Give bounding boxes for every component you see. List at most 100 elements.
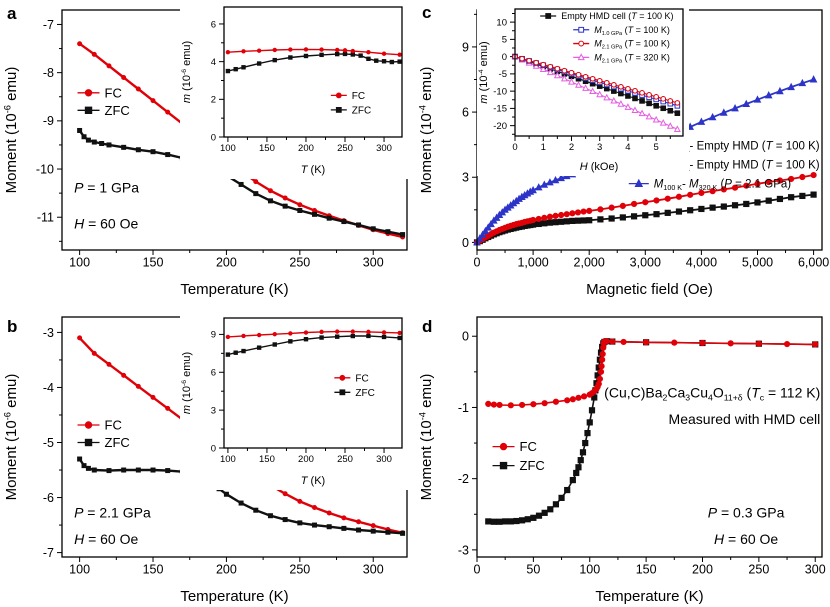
series-fc (225, 47, 402, 57)
series-zfc (225, 333, 402, 357)
panel-c: c 0 1,000 2,000 3,000 4,000 5,000 6,000 0 3 6 9 Mag… (415, 0, 830, 300)
y-tick-label: 0 (462, 330, 469, 344)
x-tick-label: 150 (143, 563, 164, 577)
panel-label-a: a (7, 4, 17, 23)
y-tick-label: 9 (211, 330, 216, 341)
x-tick-label: 150 (259, 454, 275, 465)
panel-label-b: b (7, 317, 18, 336)
plot-frame (223, 317, 403, 449)
x-tick-label: 250 (289, 256, 310, 270)
x-axis-label: T (K) (301, 475, 325, 487)
y-axis-label: m (10-6 emu) (181, 41, 193, 103)
legend-label: ZFC (352, 105, 371, 116)
chart-b-inset: 100 150 200 250 300 0 3 6 9 T (K) m (10-6 emu) FC ZF… (180, 312, 408, 490)
x-tick-label: 200 (298, 454, 314, 465)
y-tick-label: 6 (211, 368, 216, 379)
legend-label: M2.1 GPa (T = 320 K) (594, 53, 670, 65)
x-tick-label: 100 (69, 563, 90, 577)
legend: FC ZFC (77, 418, 130, 450)
x-axis-label: H (kOe) (580, 161, 619, 173)
series-fc (485, 338, 819, 409)
x-tick-label: 250 (289, 563, 310, 577)
x-tick-label: 100 (220, 143, 236, 154)
y-tick-label: -7 (43, 18, 54, 32)
legend-label: ZFC (105, 435, 130, 450)
x-tick-label: 0 (512, 142, 517, 153)
x-axis-label: Temperature (K) (180, 588, 288, 605)
legend-label: FC (352, 91, 365, 102)
y-tick-label: -4 (43, 381, 54, 395)
series-m21-100k (512, 53, 681, 106)
x-tick-label: 50 (526, 563, 540, 577)
y-axis-label: Moment (10-6 emu) (2, 67, 20, 194)
x-axis-label: T (K) (301, 164, 325, 176)
x-tick-label: 300 (376, 143, 392, 154)
legend-label: ZFC (355, 388, 374, 399)
y-axis-label: Moment (10-6 emu) (2, 374, 20, 501)
annotation: H = 60 Oe (714, 531, 778, 547)
panel-label-d: d (422, 317, 433, 336)
y-tick-label: -11 (37, 211, 54, 225)
x-tick-label: 2,000 (574, 256, 605, 270)
chart-a-inset: 100 150 200 250 300 0 2 4 6 T (K) m (10-6 emu) FC ZF… (180, 1, 408, 179)
x-tick-label: 3,000 (630, 256, 661, 270)
y-tick-label: 5 (502, 35, 507, 46)
plot-frame (223, 6, 403, 138)
y-axis-label: m (10-6 emu) (181, 352, 193, 414)
annotation: H = 60 Oe (74, 531, 138, 547)
y-tick-label: -3 (43, 326, 54, 340)
x-tick-label: 300 (363, 256, 384, 270)
chart-d-main: 0 50 100 150 200 250 300 0 -1 -2 -3 Temperature (K)… (415, 307, 830, 607)
x-tick-label: 4 (625, 142, 630, 153)
legend: Empty HMD cell (T = 100 K) M1.0 GPa (T = … (540, 11, 673, 65)
legend-label: ZFC (105, 103, 130, 118)
legend-label: FC (520, 439, 537, 454)
annotation: Measured with HMD cell (669, 411, 821, 427)
tick-marks (219, 333, 385, 453)
y-tick-label: -1 (458, 401, 469, 415)
y-axis-label: Moment (10-4 emu) (417, 374, 435, 501)
legend-label: FC (105, 418, 122, 433)
x-tick-label: 250 (337, 143, 353, 154)
panel-b: b 100 150 200 250 300 -3 -4 -5 -6 -7 Temperature (… (0, 307, 415, 607)
y-tick-label: -5 (43, 436, 54, 450)
y-tick-label: -2 (458, 472, 469, 486)
x-tick-label: 100 (69, 256, 90, 270)
y-tick-label: -7 (43, 546, 54, 560)
y-tick-label: -5 (499, 69, 507, 80)
x-tick-label: 2 (569, 142, 574, 153)
y-tick-label: 6 (462, 105, 469, 119)
panel-a: a 100 150 200 250 300 -7 -8 -9 -10 -11 Temperature… (0, 0, 415, 300)
x-tick-label: 200 (692, 563, 713, 577)
x-tick-label: 250 (337, 454, 353, 465)
legend: FC ZFC (492, 439, 545, 473)
legend-label: FC (105, 85, 122, 100)
x-tick-label: 0 (474, 563, 481, 577)
annotation: P = 2.1 GPa (74, 505, 151, 521)
x-tick-label: 100 (579, 563, 600, 577)
chart-background (180, 1, 408, 179)
y-tick-label: 0 (211, 132, 216, 143)
legend-label: M100 K- M320 K (P = 2.1 GPa) (654, 179, 791, 193)
plot-frame (476, 316, 823, 558)
y-tick-label: -9 (43, 114, 54, 128)
legend: FC ZFC (334, 373, 375, 399)
panel-label-c: c (422, 3, 432, 22)
annotation: H = 60 Oe (74, 216, 138, 232)
y-axis-label: Moment (10-4 emu) (417, 67, 435, 194)
y-tick-label: -15 (493, 104, 507, 115)
legend: FC ZFC (77, 85, 130, 118)
y-tick-label: 2 (211, 95, 216, 106)
annotation: P = 0.3 GPa (708, 505, 785, 521)
y-tick-label: -3 (458, 543, 469, 557)
legend-label: M2.1 GPa (T = 100 K) (594, 39, 670, 51)
chart-c-inset: 0 1 2 3 4 5 10 5 0 -5 -10 -15 -20 H (kOe) m (10-4 emu)… (477, 4, 689, 176)
x-tick-label: 100 (220, 454, 236, 465)
legend-label: M1.0 GPa (T = 100 K) (594, 25, 670, 37)
x-tick-label: 250 (748, 563, 769, 577)
x-tick-label: 200 (298, 143, 314, 154)
series-zfc (225, 51, 402, 74)
plot-frame (514, 8, 684, 137)
y-tick-label: -8 (43, 66, 54, 80)
